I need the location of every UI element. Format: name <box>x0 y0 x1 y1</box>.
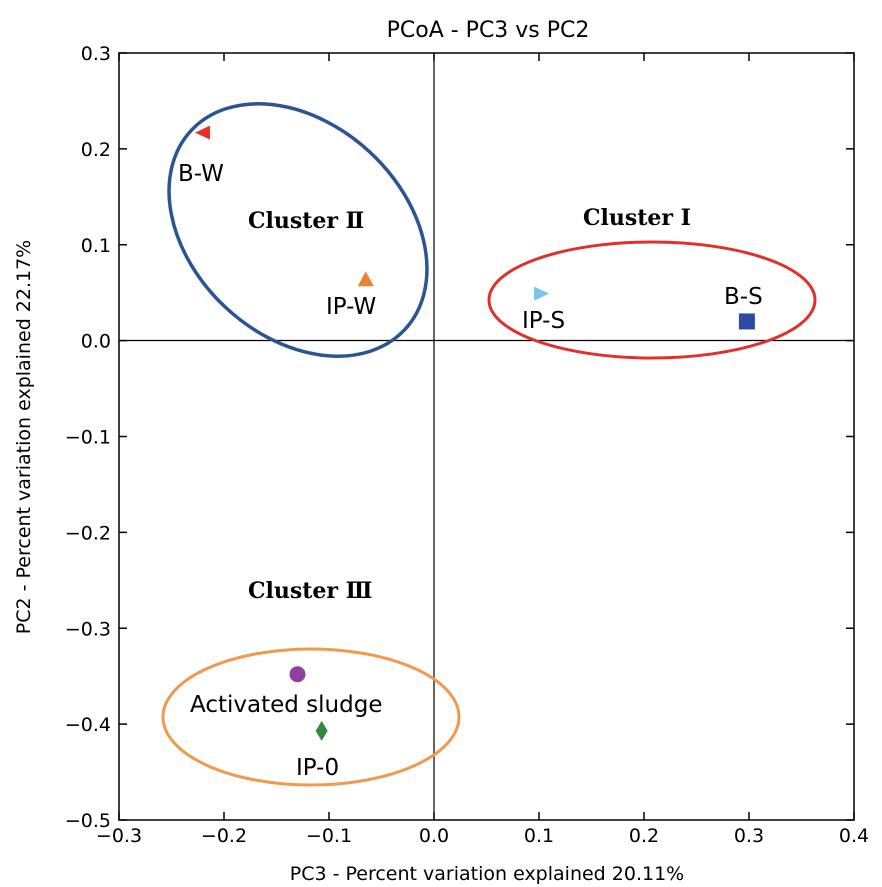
point-b-s <box>738 313 755 330</box>
y-tick-label: −0.4 <box>65 714 111 736</box>
point-ip-0 <box>315 720 328 741</box>
x-tick-label: −0.3 <box>96 825 142 847</box>
x-tick-label: 0.0 <box>419 825 449 847</box>
x-tick-label: 0.3 <box>734 825 764 847</box>
point-ip-w <box>357 271 374 287</box>
y-tick-label: 0.0 <box>81 331 111 353</box>
point-label-b-s: B-S <box>724 284 763 310</box>
x-axis-title: PC3 - Percent variation explained 20.11% <box>290 863 684 885</box>
cluster-2-ellipse <box>167 102 429 358</box>
point-label-activated-sludge: Activated sludge <box>190 692 382 718</box>
cluster-2-label: Cluster Ⅱ <box>248 208 364 234</box>
point-b-w <box>195 125 210 140</box>
point-label-ip-s: IP-S <box>522 308 565 334</box>
x-tick-label: 0.2 <box>629 825 659 847</box>
x-tick-label: −0.1 <box>306 825 352 847</box>
y-tick-label: −0.1 <box>65 427 111 449</box>
point-label-b-w: B-W <box>178 161 224 187</box>
point-activated-sludge <box>289 666 306 683</box>
y-tick-label: 0.1 <box>81 235 111 257</box>
y-tick-label: 0.2 <box>81 139 111 161</box>
x-tick-label: −0.2 <box>201 825 247 847</box>
axis-ticks: −0.3 −0.2 −0.1 0.0 0.1 0.2 0.3 0.4 0.3 0.2 0.1 0.0 −… <box>65 43 869 847</box>
point-ip-s <box>534 286 550 301</box>
scatter-points <box>195 125 755 741</box>
point-label-ip-0: IP-0 <box>296 755 339 781</box>
y-tick-label: 0.3 <box>81 43 111 65</box>
cluster-3-ellipse <box>161 647 461 787</box>
y-tick-label: −0.2 <box>65 522 111 544</box>
y-tick-label: −0.5 <box>65 810 111 832</box>
chart-title: PCoA - PC3 vs PC2 <box>387 18 590 43</box>
cluster-3-label: Cluster Ⅲ <box>248 578 372 604</box>
x-tick-label: 0.4 <box>839 825 869 847</box>
y-axis-title: PC2 - Percent variation explained 22.17% <box>13 240 35 634</box>
cluster-1-label: Cluster Ⅰ <box>583 205 691 231</box>
point-label-ip-w: IP-W <box>326 294 376 320</box>
y-tick-label: −0.3 <box>65 618 111 640</box>
x-tick-label: 0.1 <box>524 825 554 847</box>
cluster-1-ellipse <box>487 240 817 360</box>
